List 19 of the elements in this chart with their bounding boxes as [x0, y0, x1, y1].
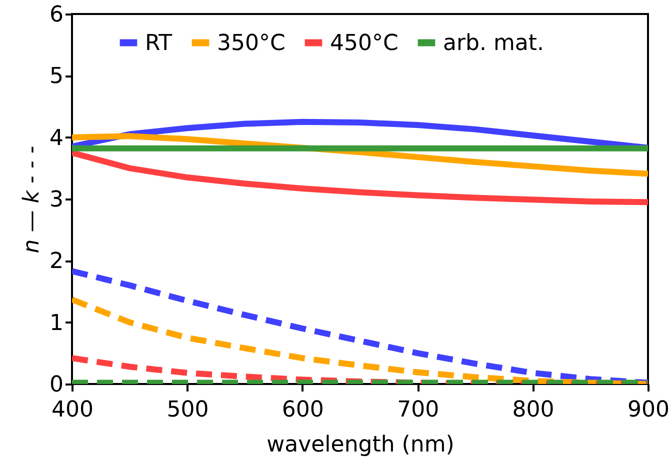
legend-label: arb. mat.	[443, 30, 544, 56]
y-tick-label: 4	[50, 126, 64, 151]
y-tick-label: 2	[50, 249, 64, 274]
x-tick-label: 500	[166, 398, 209, 422]
x-tick-label: 600	[282, 398, 324, 422]
x-axis-title: wavelength (nm)	[266, 432, 454, 458]
y-tick-label: 1	[50, 310, 64, 336]
legend-label: RT	[145, 30, 173, 56]
y-tick-label: 0	[50, 372, 64, 398]
x-tick-label: 900	[628, 398, 670, 422]
y-tick-label: 5	[50, 64, 64, 90]
x-tick-label: 800	[512, 398, 554, 422]
legend-label: 450°C	[330, 30, 398, 56]
x-tick-label: 400	[52, 398, 94, 422]
y-tick-label: 3	[50, 188, 64, 212]
legend-label: 350°C	[217, 30, 286, 56]
y-axis-title: n — k - - -	[20, 146, 45, 254]
x-tick-label: 700	[397, 398, 440, 422]
y-tick-label: 6	[50, 2, 64, 28]
